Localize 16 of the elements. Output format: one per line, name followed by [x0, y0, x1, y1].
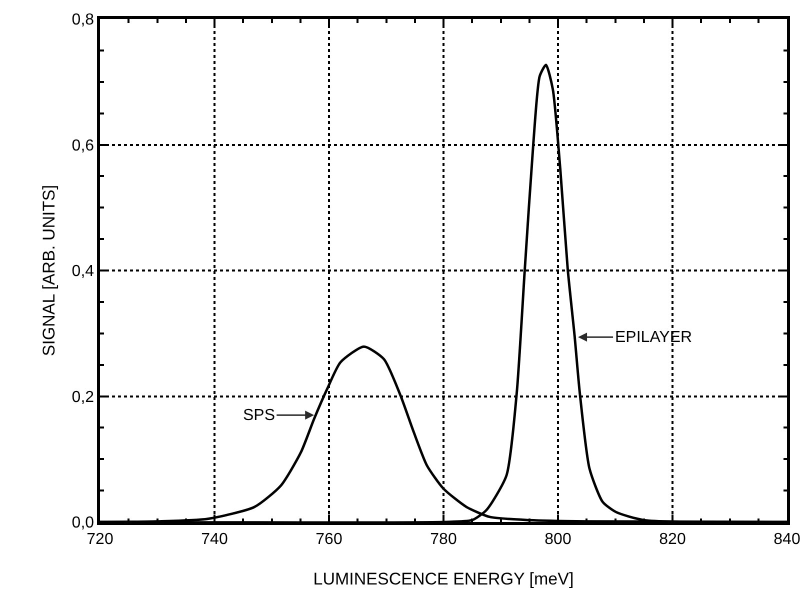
x-tick-label: 760	[316, 530, 342, 548]
annotation: SPS	[243, 407, 276, 424]
x-tick-label: 840	[774, 530, 800, 548]
x-tick-label: 820	[659, 530, 686, 548]
y-tick-label: 0,4	[72, 263, 94, 280]
y-tick-label: 0,2	[72, 388, 94, 406]
x-tick-label: 780	[430, 530, 457, 548]
y-tick-label: 0,0	[72, 514, 94, 532]
x-axis-title: LUMINESCENCE ENERGY [meV]	[313, 570, 574, 588]
y-axis-title: SIGNAL [ARB. UNITS]	[40, 184, 58, 356]
y-tick-label: 0,6	[72, 137, 94, 154]
annotation: EPILAYER	[615, 329, 692, 346]
x-tick-label: 740	[201, 530, 228, 548]
y-tick-label: 0,8	[72, 12, 94, 29]
x-tick-label: 720	[86, 530, 114, 548]
x-tick-label: 800	[544, 530, 572, 548]
